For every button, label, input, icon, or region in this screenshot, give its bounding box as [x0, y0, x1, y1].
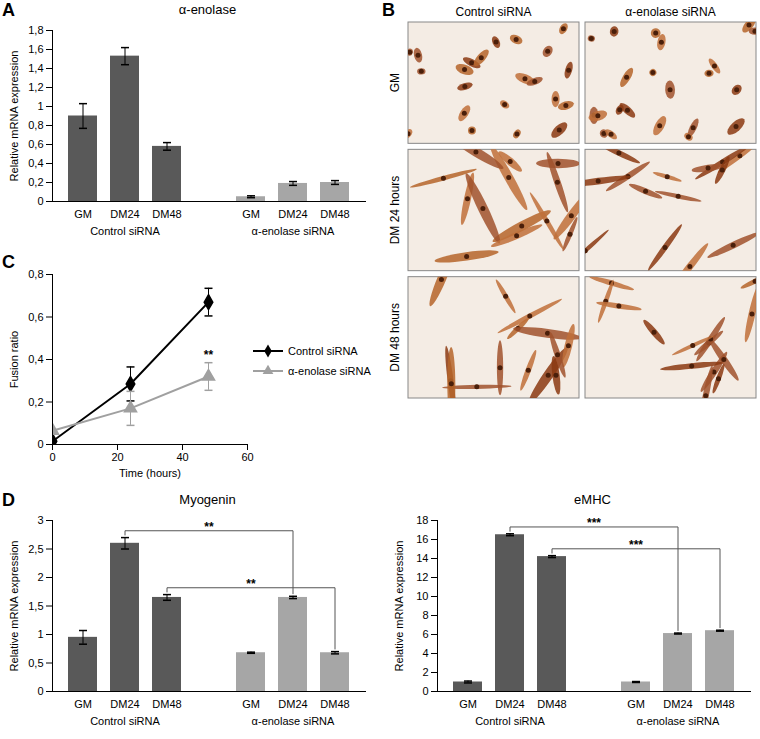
svg-text:0: 0	[49, 451, 55, 463]
svg-text:**: **	[246, 577, 256, 591]
svg-text:1: 1	[37, 100, 43, 112]
svg-text:DM24: DM24	[278, 698, 307, 710]
svg-text:α-enolase siRNA: α-enolase siRNA	[625, 5, 715, 19]
svg-text:0,8: 0,8	[28, 119, 43, 131]
svg-text:DM48: DM48	[537, 698, 566, 710]
html-text:Control siRNA: Control siRNA	[288, 345, 358, 357]
html-text:α-enolase: α-enolase	[178, 2, 237, 17]
svg-text:0,2: 0,2	[28, 176, 43, 188]
svg-text:Relative mRNA expression: Relative mRNA expression	[8, 541, 20, 672]
svg-text:40: 40	[176, 451, 188, 463]
svg-text:16: 16	[416, 533, 428, 545]
svg-text:GM: GM	[459, 698, 477, 710]
svg-text:GM: GM	[242, 698, 260, 710]
svg-text:0: 0	[37, 438, 43, 450]
svg-text:DM48: DM48	[320, 698, 349, 710]
html-text:C: C	[2, 252, 15, 272]
svg-text:20: 20	[111, 451, 123, 463]
svg-text:2,5: 2,5	[28, 543, 43, 555]
svg-text:0,6: 0,6	[28, 311, 43, 323]
svg-text:0,4: 0,4	[28, 157, 43, 169]
svg-text:GM: GM	[74, 208, 92, 220]
svg-text:α-enolase siRNA: α-enolase siRNA	[637, 715, 720, 727]
svg-text:GM: GM	[627, 698, 645, 710]
html-text:Myogenin: Myogenin	[179, 492, 236, 507]
svg-text:14: 14	[416, 552, 428, 564]
svg-text:DM 24 hours: DM 24 hours	[388, 176, 402, 245]
html-text:α-enolase siRNA: α-enolase siRNA	[288, 365, 371, 377]
svg-text:Control siRNA: Control siRNA	[90, 225, 160, 237]
svg-text:1,6: 1,6	[28, 43, 43, 55]
svg-text:Time (hours): Time (hours)	[119, 467, 181, 479]
svg-text:Control siRNA: Control siRNA	[455, 5, 531, 19]
svg-text:0: 0	[37, 195, 43, 207]
svg-text:DM48: DM48	[705, 698, 734, 710]
svg-text:1,2: 1,2	[28, 81, 43, 93]
html-text:eMHC: eMHC	[574, 492, 611, 507]
svg-text:GM: GM	[388, 73, 402, 92]
svg-text:α-enolase siRNA: α-enolase siRNA	[252, 715, 335, 727]
svg-text:Control siRNA: Control siRNA	[90, 715, 160, 727]
svg-text:Fusion ratio: Fusion ratio	[8, 331, 20, 388]
svg-text:DM24: DM24	[278, 208, 307, 220]
svg-text:Control siRNA: Control siRNA	[475, 715, 545, 727]
svg-text:18: 18	[416, 514, 428, 526]
svg-text:***: ***	[587, 516, 601, 530]
svg-text:8: 8	[422, 609, 428, 621]
svg-text:Relative mRNA expression: Relative mRNA expression	[393, 541, 405, 672]
svg-text:60: 60	[241, 451, 253, 463]
svg-text:0,4: 0,4	[28, 353, 43, 365]
svg-text:1,4: 1,4	[28, 62, 43, 74]
svg-text:12: 12	[416, 571, 428, 583]
svg-text:GM: GM	[74, 698, 92, 710]
svg-text:4: 4	[422, 647, 428, 659]
svg-text:DM24: DM24	[495, 698, 524, 710]
svg-text:DM24: DM24	[663, 698, 692, 710]
svg-text:2: 2	[37, 571, 43, 583]
svg-text:0,6: 0,6	[28, 138, 43, 150]
svg-text:0: 0	[422, 685, 428, 697]
svg-text:6: 6	[422, 628, 428, 640]
svg-text:**: **	[204, 348, 214, 362]
svg-text:1,8: 1,8	[28, 24, 43, 36]
svg-text:DM48: DM48	[320, 208, 349, 220]
svg-text:10: 10	[416, 590, 428, 602]
html-text:D: D	[2, 490, 15, 510]
svg-text:DM48: DM48	[152, 208, 181, 220]
svg-text:Relative mRNA expression: Relative mRNA expression	[8, 51, 20, 182]
svg-text:DM24: DM24	[110, 208, 139, 220]
svg-text:2: 2	[422, 666, 428, 678]
svg-text:0,2: 0,2	[28, 396, 43, 408]
svg-text:***: ***	[629, 538, 643, 552]
svg-text:DM48: DM48	[152, 698, 181, 710]
svg-text:GM: GM	[242, 208, 260, 220]
svg-text:0: 0	[37, 685, 43, 697]
svg-text:**: **	[204, 520, 214, 534]
svg-text:1: 1	[37, 628, 43, 640]
svg-text:α-enolase siRNA: α-enolase siRNA	[252, 225, 335, 237]
svg-text:DM 48 hours: DM 48 hours	[388, 303, 402, 372]
svg-text:0,5: 0,5	[28, 657, 43, 669]
html-text:A: A	[2, 0, 15, 20]
html-text:B: B	[382, 0, 395, 20]
svg-text:0,8: 0,8	[28, 268, 43, 280]
svg-text:1,5: 1,5	[28, 600, 43, 612]
svg-text:DM24: DM24	[110, 698, 139, 710]
svg-text:3: 3	[37, 514, 43, 526]
